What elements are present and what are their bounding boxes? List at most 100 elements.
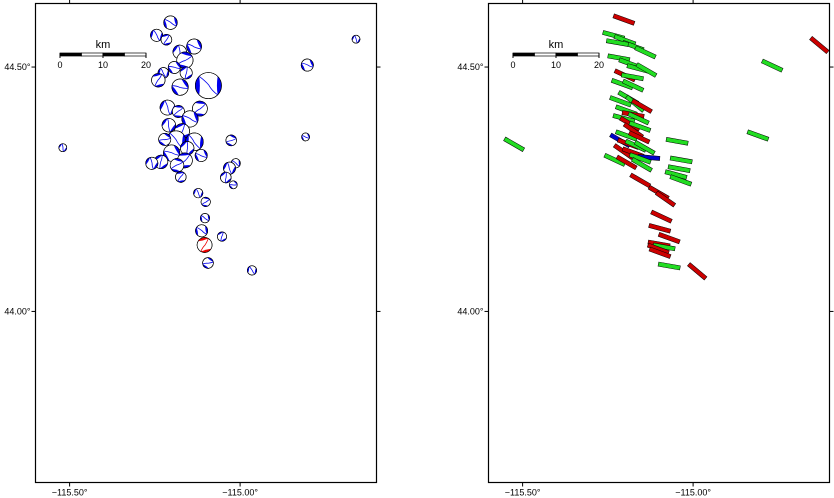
scale-bar-label: 20: [594, 60, 604, 70]
fault-plane: [746, 129, 770, 142]
scale-bar-segment: [59, 52, 82, 57]
fault-plane: [615, 154, 638, 171]
focal-mechanism-layer: [58, 15, 361, 276]
focal-mechanism: [163, 15, 178, 30]
fault-plane: [665, 137, 689, 146]
focal-mechanism: [171, 105, 185, 118]
axis-ticks: −115.50° −115.00° 44.50° 44.00°: [457, 0, 834, 498]
focal-mechanism: [194, 149, 208, 162]
fault-plane: [687, 262, 708, 281]
focal-mechanism: [247, 265, 257, 276]
fault-plane: [614, 129, 638, 142]
focal-mechanism: [223, 161, 236, 175]
y-tick-label: 44.50°: [457, 62, 484, 72]
x-tick-label: −115.50°: [52, 488, 88, 498]
fault-plane: [609, 95, 632, 108]
scale-bar-segment: [512, 52, 535, 57]
fault-plane: [635, 62, 658, 78]
focal-mechanism: [169, 158, 185, 173]
focal-mechanism: [145, 156, 159, 170]
focal-mechanism: [229, 180, 238, 190]
focal-mechanism: [159, 99, 176, 116]
scale-bar-segment: [102, 52, 125, 57]
fault-plane: [654, 190, 677, 208]
fault-plane: [605, 38, 629, 47]
fault-plane: [667, 164, 691, 173]
focal-mechanism: [200, 196, 211, 207]
fault-plane: [648, 223, 672, 234]
focal-mechanism: [161, 118, 176, 133]
scale-bar-label: 0: [57, 60, 62, 70]
focal-mechanism: [158, 132, 172, 146]
fault-plane: [628, 130, 651, 145]
x-tick-label: −115.50°: [505, 488, 541, 498]
scale-bar-title: km: [549, 39, 564, 51]
focal-mechanism: [202, 257, 214, 269]
focal-mechanism: [186, 38, 202, 55]
fault-plane: [657, 232, 681, 245]
focal-mechanism-map-panel: −115.50° −115.00° 44.50° 44.00° km 0 10 20: [4, 0, 381, 498]
fault-plane: [650, 209, 673, 224]
scale-bar-segment: [555, 52, 578, 57]
fault-plane: [657, 261, 681, 271]
fault-plane-map-panel: −115.50° −115.00° 44.50° 44.00° km 0 10 20: [457, 0, 834, 498]
fault-plane: [620, 72, 644, 82]
focal-mechanism: [193, 188, 204, 199]
focal-mechanism: [171, 78, 189, 96]
x-tick-label: −115.00°: [675, 488, 711, 498]
scale-bar-segment: [577, 52, 600, 57]
focal-mechanism: [217, 231, 227, 242]
fault-plane: [648, 246, 672, 259]
fault-plane: [630, 98, 653, 114]
fault-plane: [809, 35, 830, 55]
focal-mechanism: [301, 132, 310, 142]
scale-bar-label: 10: [551, 60, 561, 70]
scale-bar: km 0 10 20: [57, 39, 151, 70]
map-frame: [34, 2, 378, 484]
fault-plane: [634, 45, 657, 60]
fault-plane: [603, 153, 626, 167]
fault-plane: [630, 157, 653, 173]
fault-plane: [628, 152, 652, 165]
fault-plane: [628, 120, 652, 133]
y-tick-label: 44.50°: [4, 62, 31, 72]
focal-mechanism: [196, 237, 213, 253]
fault-plane: [761, 58, 784, 73]
scale-bar-label: 0: [510, 60, 515, 70]
scale-bar-label: 10: [98, 60, 108, 70]
focal-mechanism: [58, 143, 68, 152]
focal-mechanism: [225, 134, 237, 147]
scale-bar-segment: [534, 52, 557, 57]
focal-mechanism: [300, 58, 314, 72]
fault-plane: [627, 111, 650, 126]
fault-plane: [669, 174, 693, 187]
focal-mechanism: [150, 28, 164, 42]
fault-plane: [633, 140, 656, 156]
focal-mechanism: [151, 73, 166, 88]
fault-plane: [503, 136, 526, 152]
y-tick-label: 44.00°: [4, 306, 31, 316]
fault-plane: [612, 13, 636, 26]
focal-mechanism: [351, 34, 361, 44]
fault-plane: [621, 78, 645, 93]
focal-mechanism: [220, 171, 232, 184]
focal-mechanism: [175, 171, 187, 183]
focal-mechanism: [200, 213, 210, 224]
scale-bar-label: 20: [141, 60, 151, 70]
fault-plane: [669, 155, 693, 165]
x-tick-label: −115.00°: [222, 488, 258, 498]
scale-bar-segment: [124, 52, 147, 57]
focal-mechanism: [163, 144, 181, 162]
scale-bar-segment: [81, 52, 104, 57]
y-tick-label: 44.00°: [457, 306, 484, 316]
focal-mechanism: [160, 34, 173, 46]
scale-bar: km 0 10 20: [510, 39, 604, 70]
fault-plane-layer: [503, 13, 830, 281]
scale-bar-title: km: [96, 39, 111, 51]
map-frame: [487, 2, 831, 484]
fault-plane: [629, 172, 652, 189]
axis-ticks: −115.50° −115.00° 44.50° 44.00°: [4, 0, 381, 498]
focal-mechanism: [194, 72, 222, 99]
focal-mechanism: [167, 61, 181, 74]
